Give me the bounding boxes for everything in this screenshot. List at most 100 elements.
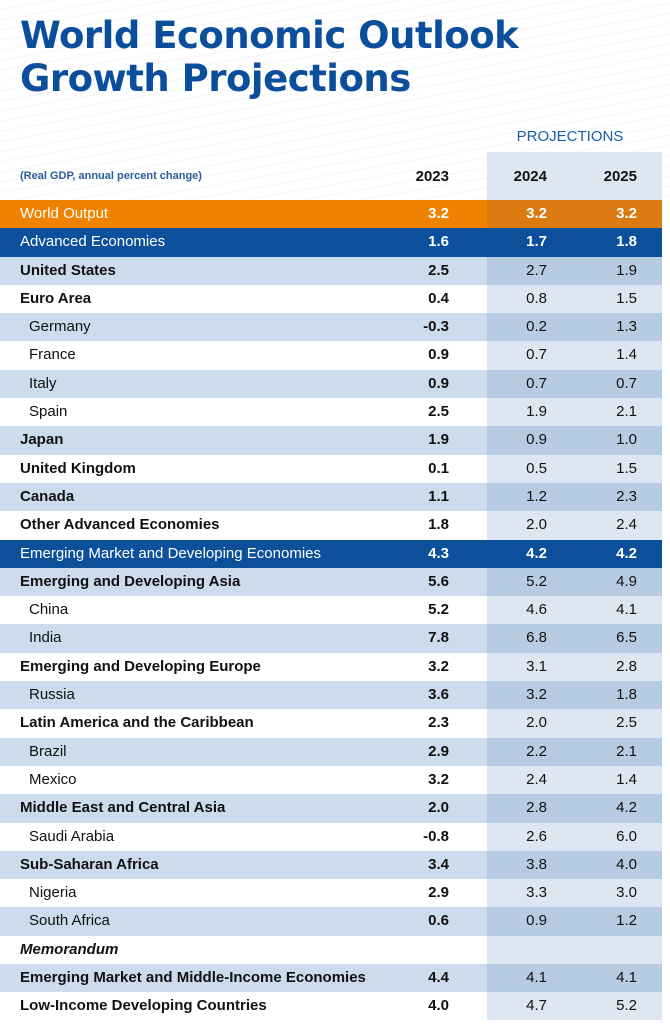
table-row: Canada 1.1 1.2 2.3 [0, 482, 662, 512]
projections-label: PROJECTIONS [516, 128, 624, 145]
value-2023: 3.4 [428, 855, 449, 873]
table-row: Japan 1.9 0.9 1.0 [0, 426, 662, 455]
table-row: United Kingdom 0.1 0.5 1.5 [0, 455, 662, 483]
value-2024: 1.7 [526, 233, 547, 251]
table-subtitle: (Real GDP, annual percent change) [20, 170, 202, 182]
value-2025: 5.2 [616, 997, 637, 1015]
value-2023: 3.2 [428, 657, 449, 675]
value-2025: 1.8 [616, 686, 637, 704]
value-2025: 2.1 [616, 403, 637, 421]
value-2024: 3.8 [526, 855, 547, 873]
projection-cell-bg [487, 681, 662, 710]
value-2024: 0.7 [526, 346, 547, 364]
value-2023: 5.6 [428, 572, 449, 590]
value-2023: 3.2 [428, 205, 449, 222]
row-label: Italy [29, 374, 57, 392]
row-label: France [29, 346, 76, 364]
value-2023: 1.9 [428, 431, 449, 449]
value-2023: 7.8 [428, 629, 449, 647]
value-2024: 0.5 [526, 459, 547, 477]
value-2025: 1.0 [616, 431, 637, 449]
value-2023: 3.6 [428, 686, 449, 704]
row-label: Emerging Market and Developing Economies [20, 544, 321, 562]
row-label: Germany [29, 318, 91, 336]
table-row: Euro Area 0.4 0.8 1.5 [0, 285, 662, 313]
table-row: China 5.2 4.6 4.1 [0, 596, 662, 624]
row-label: Mexico [29, 770, 77, 788]
value-2023: 1.1 [428, 487, 449, 505]
value-2024: 2.4 [526, 770, 547, 788]
column-header-2024: 2024 [513, 168, 547, 185]
value-2025: 4.1 [616, 969, 637, 987]
value-2023: 3.2 [428, 770, 449, 788]
value-2025: 4.1 [616, 601, 637, 619]
row-label: Japan [20, 431, 64, 449]
value-2025: 6.5 [616, 629, 637, 647]
value-2023: 2.5 [428, 403, 449, 421]
page-title: World Economic Outlook Growth Projections [20, 14, 519, 100]
table-row: United States 2.5 2.7 1.9 [0, 256, 662, 285]
value-2024: 3.1 [526, 657, 547, 675]
table-body: World Output 3.2 3.2 3.2 Advanced Economies 1… [0, 200, 662, 1021]
value-2024: 4.1 [526, 969, 547, 987]
value-2024: 2.0 [526, 714, 547, 732]
row-label: Euro Area [20, 289, 92, 307]
row-label: Russia [29, 686, 75, 704]
value-2025: 1.9 [616, 261, 637, 279]
value-2023: -0.3 [423, 318, 449, 336]
value-2025: 3.0 [616, 884, 637, 902]
value-2023: 4.4 [428, 969, 449, 987]
row-label: Other Advanced Economies [20, 516, 220, 534]
projection-cell-bg [487, 907, 662, 936]
value-2025: 4.2 [616, 799, 637, 817]
table-row: Russia 3.6 3.2 1.8 [0, 681, 662, 710]
table-row: Mexico 3.2 2.4 1.4 [0, 766, 662, 794]
value-2024: 2.6 [526, 827, 547, 845]
row-label: Sub-Saharan Africa [20, 855, 159, 873]
column-header-2025: 2025 [603, 168, 637, 185]
projection-cell-bg [487, 539, 662, 568]
value-2025: 2.4 [616, 516, 637, 534]
projection-cell-bg [487, 228, 662, 257]
row-label: United Kingdom [20, 459, 136, 477]
value-2025: 1.5 [616, 459, 637, 477]
projection-cell-bg [487, 567, 662, 597]
value-2024: 4.2 [526, 544, 547, 562]
table-row: Saudi Arabia -0.8 2.6 6.0 [0, 823, 662, 851]
value-2024: 0.2 [526, 318, 547, 336]
row-label: Memorandum [20, 940, 119, 958]
value-2025: 1.8 [616, 233, 637, 251]
value-2024: 0.8 [526, 289, 547, 307]
row-label: Canada [20, 487, 75, 505]
value-2023: 2.3 [428, 714, 449, 732]
value-2025: 1.3 [616, 318, 637, 336]
table-row: Emerging Market and Developing Economies… [0, 539, 662, 568]
projection-cell-bg [487, 624, 662, 653]
value-2025: 2.8 [616, 657, 637, 675]
value-2023: 1.8 [428, 516, 449, 534]
value-2025: 4.0 [616, 855, 637, 873]
value-2024: 2.2 [526, 742, 547, 760]
value-2024: 1.2 [526, 487, 547, 505]
title-line-1: World Economic Outlook [20, 14, 519, 57]
table-row: Emerging Market and Middle-Income Econom… [0, 964, 662, 993]
value-2023: 0.9 [428, 374, 449, 392]
value-2023: 2.0 [428, 799, 449, 817]
row-label: Emerging Market and Middle-Income Econom… [20, 969, 366, 987]
row-label: Advanced Economies [20, 233, 166, 251]
row-label: Nigeria [29, 884, 77, 902]
table-row: South Africa 0.6 0.9 1.2 [0, 907, 662, 936]
table-row: Middle East and Central Asia 2.0 2.8 4.2 [0, 794, 662, 823]
table-row: Emerging and Developing Europe 3.2 3.1 2.8 [0, 653, 662, 681]
table-row: Nigeria 2.9 3.3 3.0 [0, 879, 662, 907]
table-row: India 7.8 6.8 6.5 [0, 624, 662, 653]
value-2024: 3.2 [526, 205, 547, 222]
value-2025: 6.0 [616, 827, 637, 845]
value-2025: 2.1 [616, 742, 637, 760]
projection-cell-bg [487, 482, 662, 512]
row-label: Brazil [29, 742, 67, 760]
projection-cell-bg [487, 794, 662, 823]
projection-cell-bg [487, 737, 662, 766]
value-2023: 1.6 [428, 233, 449, 251]
row-label: Emerging and Developing Europe [20, 657, 261, 675]
